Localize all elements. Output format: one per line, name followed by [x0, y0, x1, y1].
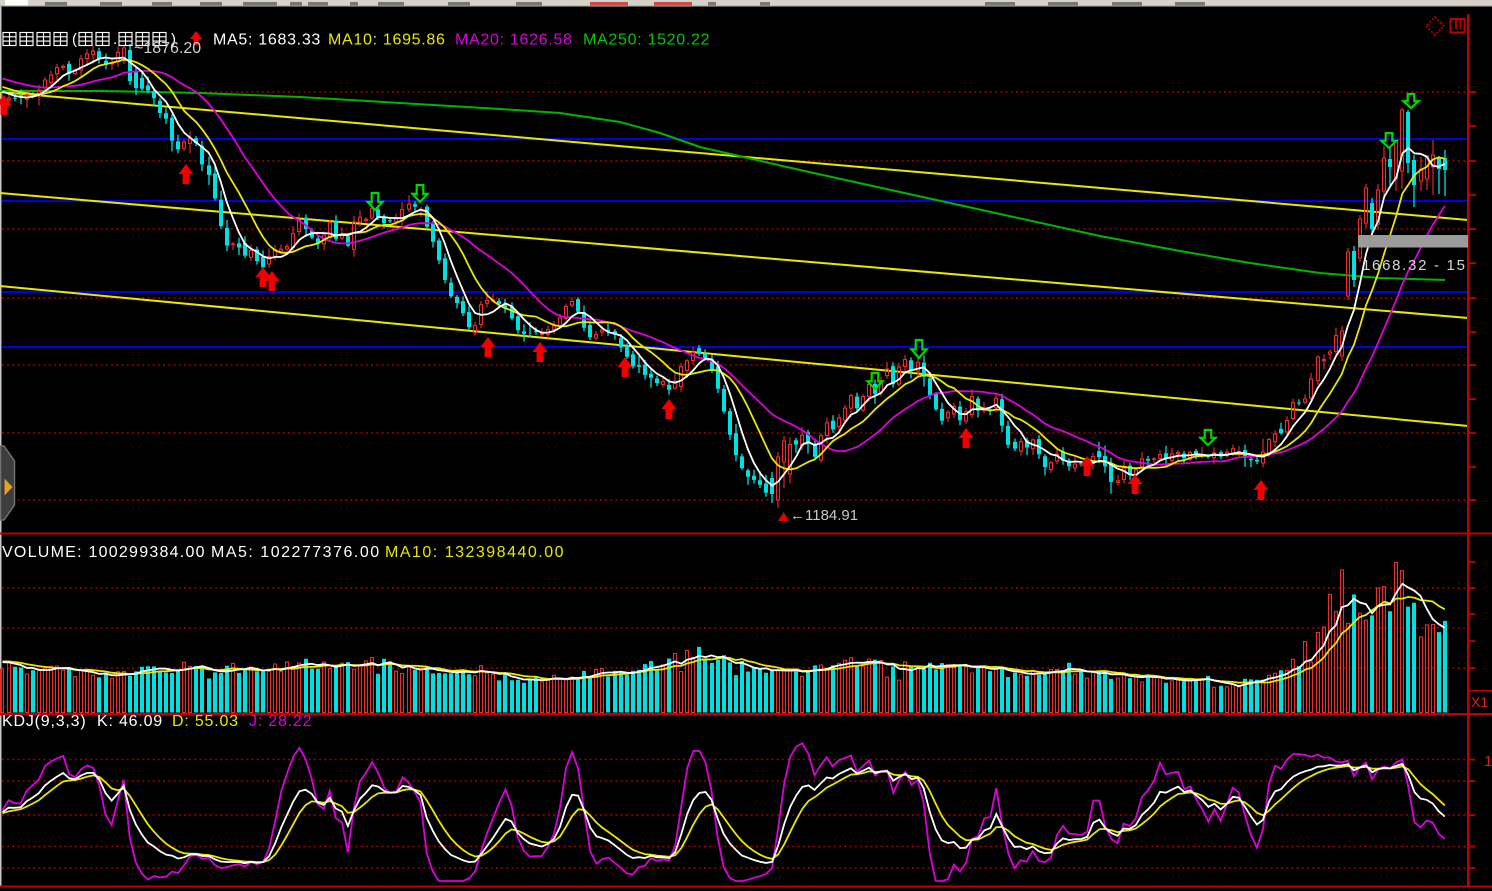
svg-text:~1876.20: ~1876.20: [134, 40, 201, 57]
svg-text:1: 1: [1484, 753, 1492, 770]
svg-text:1668.32 - 15: 1668.32 - 15: [1362, 257, 1467, 274]
svg-text:VOLUME: 100299384.00: VOLUME: 100299384.00: [2, 544, 206, 561]
svg-text:MA10: 1695.86: MA10: 1695.86: [328, 32, 446, 49]
svg-text:K: 46.09: K: 46.09: [97, 713, 163, 730]
svg-text:(: (: [72, 31, 77, 48]
svg-text:MA20: 1626.58: MA20: 1626.58: [455, 32, 573, 49]
svg-text:J: 28.22: J: 28.22: [249, 713, 312, 730]
svg-text:X1: X1: [1471, 694, 1488, 710]
svg-text:←1184.91: ←1184.91: [790, 507, 858, 524]
svg-text:MA10: 132398440.00: MA10: 132398440.00: [385, 544, 565, 561]
svg-text:): ): [171, 31, 176, 48]
svg-text:.: .: [113, 31, 117, 48]
svg-text:D: 55.03: D: 55.03: [172, 713, 239, 730]
svg-text:MA250: 1520.22: MA250: 1520.22: [583, 32, 710, 49]
svg-text:MA5: 1683.33: MA5: 1683.33: [213, 32, 321, 49]
svg-text:KDJ(9,3,3): KDJ(9,3,3): [2, 713, 86, 730]
svg-text:MA5: 102277376.00: MA5: 102277376.00: [211, 544, 381, 561]
